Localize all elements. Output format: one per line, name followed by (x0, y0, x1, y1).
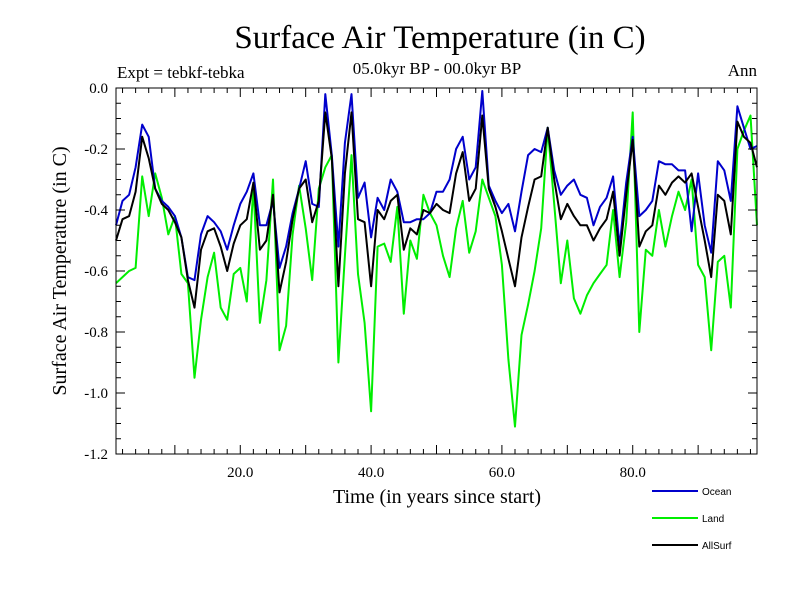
x-tick-label: 80.0 (620, 465, 646, 481)
y-axis-ticks: 0.0 -0.2 -0.4 -0.6 -0.8 -1.0 -1.2 (84, 81, 757, 463)
legend-label-ocean: Ocean (702, 487, 731, 498)
x-axis-ticks: 20.0 40.0 60.0 80.0 (122, 88, 751, 481)
series-line-ocean (115, 90, 758, 282)
y-tick-label: -0.8 (84, 325, 108, 341)
legend-label-land: Land (702, 514, 724, 525)
legend-label-allsurf: AllSurf (702, 541, 732, 552)
x-tick-label: 40.0 (358, 465, 384, 481)
series-line-land (115, 111, 758, 428)
season-label: Ann (728, 61, 758, 80)
legend: Ocean Land AllSurf (652, 487, 732, 552)
y-tick-label: -0.2 (84, 142, 108, 158)
y-tick-label: 0.0 (89, 81, 108, 97)
expt-label: Expt = tebkf-tebka (117, 63, 245, 82)
y-axis-label: Surface Air Temperature (in C) (49, 146, 71, 395)
x-axis-label: Time (in years since start) (333, 486, 541, 508)
y-tick-label: -1.2 (84, 447, 108, 463)
y-tick-label: -1.0 (84, 386, 108, 402)
y-tick-label: -0.4 (84, 203, 108, 219)
y-tick-label: -0.6 (84, 264, 108, 280)
chart-subtitle: 05.0kyr BP - 00.0kyr BP (353, 59, 521, 78)
series-line-allsurf (115, 111, 758, 309)
chart-title: Surface Air Temperature (in C) (234, 20, 645, 56)
x-tick-label: 60.0 (489, 465, 515, 481)
series-layer (115, 90, 758, 428)
x-tick-label: 20.0 (227, 465, 253, 481)
